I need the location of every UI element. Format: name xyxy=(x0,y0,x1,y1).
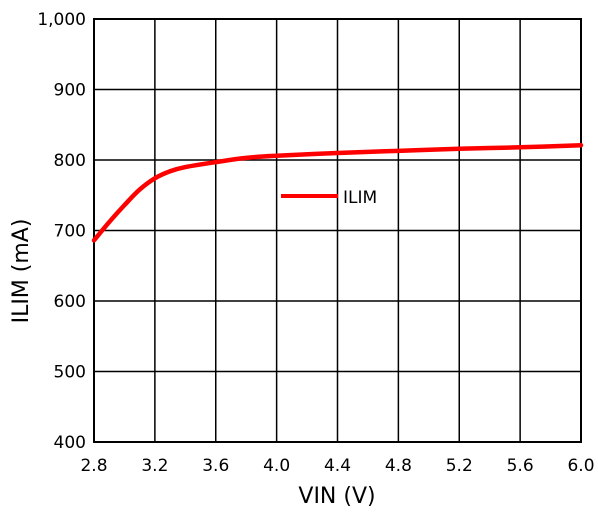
x-tick-label: 4.8 xyxy=(385,456,412,476)
y-tick-label: 500 xyxy=(54,363,86,383)
legend-label-ilim: ILIM xyxy=(343,188,377,208)
x-tick-label: 3.2 xyxy=(141,456,168,476)
y-tick-label: 800 xyxy=(54,151,86,171)
y-tick-label: 1,000 xyxy=(37,10,86,30)
plot-frame xyxy=(93,18,582,443)
x-tick-label: 3.6 xyxy=(202,456,229,476)
x-tick-label: 5.6 xyxy=(507,456,534,476)
x-tick-label: 2.8 xyxy=(80,456,107,476)
y-tick-label: 900 xyxy=(54,81,86,101)
legend: ILIM xyxy=(281,188,377,208)
y-tick-label: 600 xyxy=(54,292,86,312)
x-tick-label: 4.0 xyxy=(263,456,290,476)
y-axis-label: ILIM (mA) xyxy=(9,219,34,324)
y-tick-label: 400 xyxy=(54,433,86,453)
series-line-ilim xyxy=(91,142,584,243)
x-tick-label: 5.2 xyxy=(446,456,473,476)
grid xyxy=(93,18,582,443)
x-tick-label: 4.4 xyxy=(324,456,351,476)
x-axis-label: VIN (V) xyxy=(298,484,375,509)
x-tick-labels: 2.8 3.2 3.6 4.0 4.4 4.8 5.2 5.6 6.0 xyxy=(80,456,594,476)
series-layer xyxy=(91,142,584,243)
y-tick-labels: 400 500 600 700 800 900 1,000 xyxy=(37,10,86,453)
y-tick-label: 700 xyxy=(54,222,86,242)
x-tick-label: 6.0 xyxy=(567,456,594,476)
